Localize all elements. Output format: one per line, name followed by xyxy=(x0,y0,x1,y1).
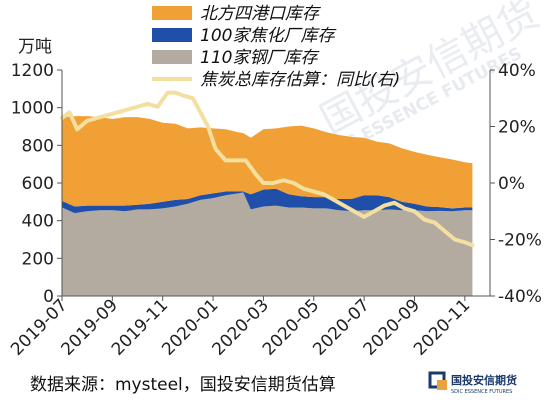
right-tick-label: -20% xyxy=(498,231,542,251)
x-tick-labels: 2019-072019-092019-112020-012020-032020-… xyxy=(7,295,474,359)
yoy-line xyxy=(60,90,475,248)
right-tick-labels: -40% -20% 0% 20% 40% xyxy=(490,61,542,307)
area-series-1 xyxy=(62,188,473,214)
left-tick-label: 800 xyxy=(22,136,54,156)
source-text: 数据来源：mysteel，国投安信期货估算 xyxy=(30,375,336,395)
legend-swatch xyxy=(152,6,192,20)
left-tick-label: 600 xyxy=(22,174,54,194)
legend-label: 110家钢厂库存 xyxy=(200,48,319,68)
legend-label: 100家焦化厂库存 xyxy=(200,26,336,46)
left-tick-label: 1000 xyxy=(11,99,54,119)
left-tick-label: 0 xyxy=(43,287,54,307)
x-tick-label: 2020-11 xyxy=(410,295,474,359)
legend-swatch xyxy=(152,28,192,42)
logo-name: 国投安信期货 xyxy=(451,373,517,387)
sdic-logo: 国投安信期货 SDIC ESSENCE FUTURES xyxy=(428,371,517,395)
yoy-line-layer xyxy=(60,90,475,248)
legend-label: 焦炭总库存估算：同比(右) xyxy=(200,70,400,90)
right-tick-label: 20% xyxy=(498,118,536,138)
left-tick-label: 400 xyxy=(22,212,54,232)
logo-sub: SDIC ESSENCE FUTURES xyxy=(451,389,512,395)
left-tick-label: 1200 xyxy=(11,61,54,81)
area-series-0 xyxy=(62,192,473,296)
logo-mark-icon xyxy=(428,371,447,390)
area-series-2 xyxy=(62,116,473,209)
left-tick-label: 200 xyxy=(22,249,54,269)
stacked-areas xyxy=(62,116,473,296)
legend-label: 北方四港口库存 xyxy=(200,4,321,24)
right-tick-label: 40% xyxy=(498,61,536,81)
left-unit-label: 万吨 xyxy=(18,37,52,57)
right-tick-label: -40% xyxy=(498,287,542,307)
right-tick-label: 0% xyxy=(498,174,525,194)
legend-swatch xyxy=(152,50,192,64)
left-tick-labels: 0 200 400 600 800 1000 1200 xyxy=(11,61,62,307)
